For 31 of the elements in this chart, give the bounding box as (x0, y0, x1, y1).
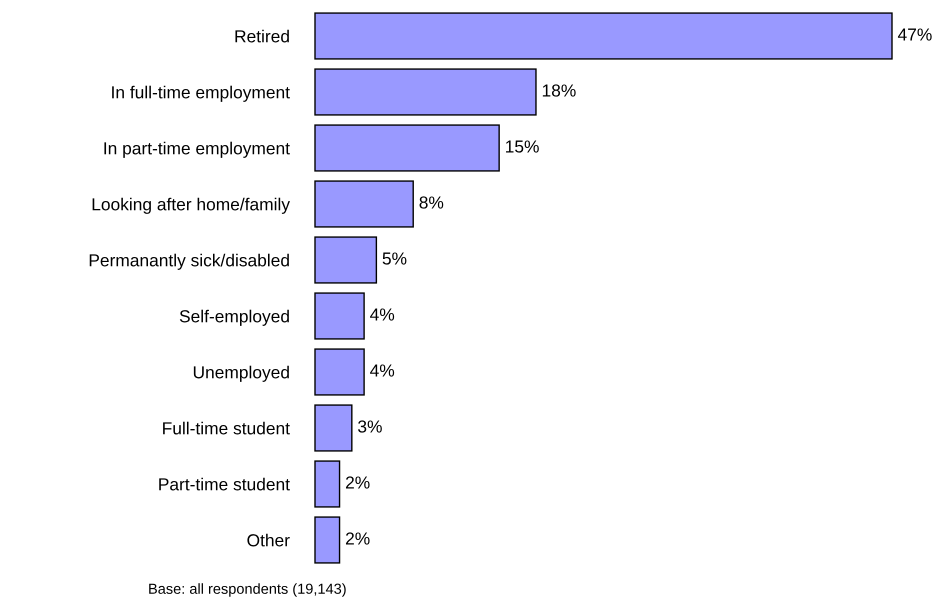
y-tick-label: Self-employed (180, 310, 289, 326)
bar (314, 460, 340, 508)
bar (314, 124, 500, 172)
y-tick-label: Other (247, 534, 290, 546)
bar (314, 292, 365, 340)
data-label: 2% (346, 532, 370, 545)
data-label: 2% (346, 476, 370, 489)
data-label: 15% (506, 140, 539, 153)
bar (314, 68, 537, 116)
data-label: 47% (898, 28, 932, 41)
y-tick-label: Part-time student (159, 478, 290, 490)
data-label: 4% (370, 308, 394, 321)
y-tick-label: In full-time employment (112, 86, 290, 102)
data-label: 8% (420, 196, 444, 209)
y-tick-label: Retired (235, 30, 289, 42)
bar (314, 404, 353, 452)
data-label: 5% (382, 252, 406, 265)
bar (314, 180, 414, 228)
bar (314, 348, 365, 396)
bar (314, 12, 893, 60)
y-tick-label: Permanantly sick/disabled (90, 254, 289, 270)
data-label: 18% (542, 84, 576, 97)
text: Base: all respondents (19,143) (149, 583, 346, 597)
data-label: 4% (370, 364, 394, 377)
y-tick-label: In part-time employment (104, 142, 290, 158)
y-tick-label: Unemployed (194, 366, 289, 382)
bar (314, 516, 340, 564)
data-label: 3% (358, 420, 382, 433)
bar (314, 236, 378, 284)
y-tick-label: Looking after home/family (92, 198, 290, 214)
y-tick-label: Full-time student (163, 422, 290, 434)
